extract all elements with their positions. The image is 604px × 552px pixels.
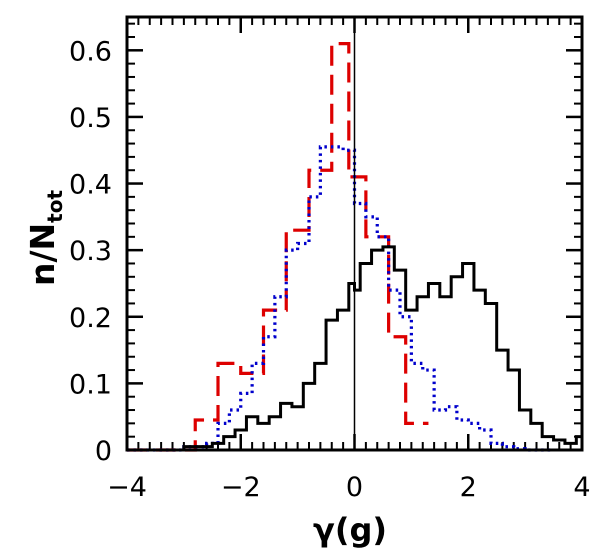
y-tick-labels: 0 0.1 0.2 0.3 0.4 0.5 0.6 bbox=[69, 36, 112, 467]
y-tick-label: 0.2 bbox=[69, 303, 112, 334]
x-axis-title: γ(g) bbox=[313, 511, 387, 549]
y-tick-label: 0.6 bbox=[69, 36, 112, 67]
y-axis-title-main: n/N bbox=[23, 223, 62, 286]
histogram-series-dotted bbox=[127, 145, 554, 452]
y-tick-label: 0.4 bbox=[69, 170, 112, 201]
y-tick-label: 0.3 bbox=[69, 236, 112, 267]
x-tick-label: 4 bbox=[573, 472, 590, 503]
plot-frame bbox=[125, 15, 584, 452]
x-tick-label: 2 bbox=[460, 472, 477, 503]
y-tick-label: 0.1 bbox=[69, 369, 112, 400]
y-axis-title: n/Ntot bbox=[23, 190, 67, 286]
x-tick-labels: −4 −2 0 2 4 bbox=[107, 472, 591, 503]
y-axis-title-sub: tot bbox=[43, 190, 67, 223]
y-tick-label: 0.5 bbox=[69, 103, 112, 134]
histogram-series-solid bbox=[127, 245, 582, 452]
x-tick-label: 0 bbox=[346, 472, 363, 503]
x-tick-label: −4 bbox=[107, 472, 147, 503]
x-tick-label: −2 bbox=[221, 472, 261, 503]
series-layer bbox=[127, 42, 582, 452]
y-tick-label: 0 bbox=[95, 436, 112, 467]
